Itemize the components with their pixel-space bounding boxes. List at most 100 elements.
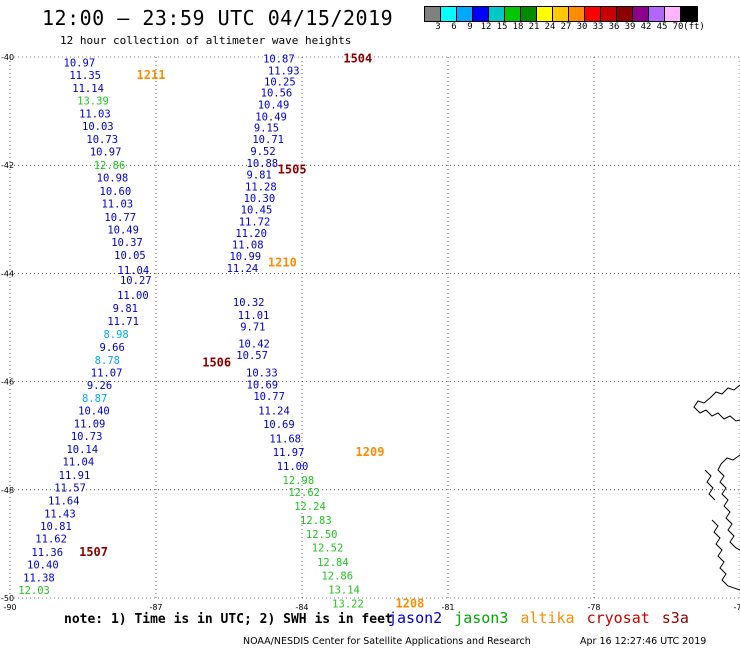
wave-height-label: 8.98 (103, 329, 128, 341)
wave-height-label: 10.77 (253, 391, 285, 403)
wave-height-label: 10.97 (64, 57, 96, 69)
wave-height-label: 11.01 (238, 310, 270, 322)
wave-height-label: 10.97 (90, 147, 122, 159)
wave-height-label: 11.68 (269, 433, 301, 445)
wave-height-label: 11.24 (227, 263, 259, 275)
wave-height-label: 11.24 (258, 405, 290, 417)
wave-height-label: 11.91 (59, 470, 91, 482)
wave-height-label: 12.62 (288, 487, 320, 499)
wave-height-label: 12.86 (94, 160, 126, 172)
wave-height-label: 10.40 (78, 405, 110, 417)
credit-line: NOAA/NESDIS Center for Satellite Applica… (243, 636, 531, 647)
color-scale-label: 70 (672, 22, 684, 32)
color-scale-label: 21 (528, 22, 540, 32)
wave-height-label: 11.57 (54, 483, 86, 495)
color-swatch (649, 7, 665, 21)
coastline (693, 384, 740, 591)
wave-height-label: 10.81 (40, 521, 72, 533)
wave-height-label: 11.14 (72, 83, 104, 95)
wave-height-label: 10.05 (114, 250, 146, 262)
generated-timestamp: Apr 16 12:27:46 UTC 2019 (580, 636, 707, 647)
wave-height-label: 11.08 (232, 240, 264, 252)
lat-tick-label: -46 (1, 378, 14, 387)
wave-height-label: 11.00 (277, 461, 309, 473)
satellite-legend: jason2 jason3 altika cryosat s3a (388, 609, 689, 627)
coastline-segment (717, 454, 740, 551)
wave-height-label: 12.98 (283, 475, 315, 487)
pass-number-label: 1211 (137, 68, 166, 82)
wave-height-label: 10.14 (66, 444, 98, 456)
wave-height-label: 11.93 (268, 66, 300, 78)
color-swatch (425, 7, 441, 21)
legend-item: s3a (661, 609, 689, 627)
color-scale-label: 39 (624, 22, 636, 32)
pass-number-label: 1506 (202, 356, 231, 370)
wave-height-label: 11.71 (107, 316, 139, 328)
color-swatch (665, 7, 681, 21)
wave-height-label: 10.77 (104, 212, 136, 224)
wave-height-label: 11.04 (118, 265, 150, 277)
wave-height-label: 10.32 (233, 297, 265, 309)
wave-height-label: 10.56 (261, 88, 293, 100)
color-scale-label: 12 (480, 22, 492, 32)
axis-ticks: -90 -87 -84 -81 -78 -75 -40 -42 -44 -46 -48 -50 (1, 53, 740, 612)
color-scale-bar (424, 6, 698, 22)
wave-height-label: 10.45 (241, 205, 273, 217)
wave-height-label: 11.07 (91, 367, 123, 379)
wave-height-label: 11.97 (273, 447, 305, 459)
color-scale-labels: 3 6 9 12 15 18 21 24 27 30 33 36 39 42 45 70 (ft) (424, 22, 740, 34)
wave-height-label: 10.73 (71, 431, 103, 443)
wave-height-label: 9.26 (87, 380, 112, 392)
wave-height-label: 10.27 (120, 275, 152, 287)
wave-height-label: 10.98 (97, 173, 129, 185)
wave-height-label: 10.49 (258, 100, 290, 112)
wave-height-label: 9.52 (250, 146, 275, 158)
wave-height-label: 13.22 (332, 598, 364, 610)
wave-height-label: 11.28 (245, 181, 277, 193)
color-scale-label: (ft) (683, 22, 705, 32)
wave-height-label: 11.20 (235, 228, 267, 240)
wave-height-label: 10.40 (27, 559, 59, 571)
pass-number-label: 1210 (268, 256, 297, 270)
legend-item: jason3 (454, 609, 509, 627)
wave-height-label: 10.60 (100, 186, 132, 198)
wave-height-label: 12.52 (312, 543, 344, 555)
wave-height-label: 10.73 (86, 134, 118, 146)
wave-height-label: 10.71 (252, 134, 284, 146)
color-scale-label: 18 (512, 22, 524, 32)
color-scale-label: 30 (576, 22, 588, 32)
wave-height-label: 11.00 (117, 290, 149, 302)
color-scale-label: 36 (608, 22, 620, 32)
pass-number-label: 1505 (278, 163, 307, 177)
color-swatch (489, 7, 505, 21)
wave-height-label: 8.87 (82, 393, 107, 405)
color-scale-label: 3 (435, 22, 441, 32)
wave-height-label: 10.30 (244, 193, 276, 205)
footnote: note: 1) Time is in UTC; 2) SWH is in fe… (64, 612, 393, 627)
wave-height-label: 11.38 (23, 572, 55, 584)
color-scale-label: 6 (451, 22, 457, 32)
wave-height-label: 12.84 (317, 557, 349, 569)
wave-height-label: 10.69 (247, 379, 279, 391)
color-scale-label: 27 (560, 22, 572, 32)
lat-tick-label: -42 (1, 161, 14, 170)
color-scale-label: 42 (640, 22, 652, 32)
lat-tick-label: -48 (1, 486, 14, 495)
wave-height-label: 10.49 (255, 112, 287, 124)
wave-height-label: 12.83 (300, 515, 332, 527)
wave-height-label: 10.03 (82, 121, 114, 133)
wave-height-label: 10.57 (236, 350, 268, 362)
legend-item: jason2 (388, 609, 443, 627)
lat-tick-label: -40 (1, 53, 14, 62)
wave-height-label: 11.36 (31, 547, 63, 559)
wave-height-label: 11.35 (69, 70, 101, 82)
page-subtitle: 12 hour collection of altimeter wave hei… (60, 34, 352, 47)
wave-height-label: 9.81 (113, 303, 138, 315)
color-swatch (441, 7, 457, 21)
color-swatch (457, 7, 473, 21)
color-swatch (505, 7, 521, 21)
wave-height-label: 10.87 (263, 54, 295, 66)
wave-height-label: 11.09 (74, 418, 106, 430)
